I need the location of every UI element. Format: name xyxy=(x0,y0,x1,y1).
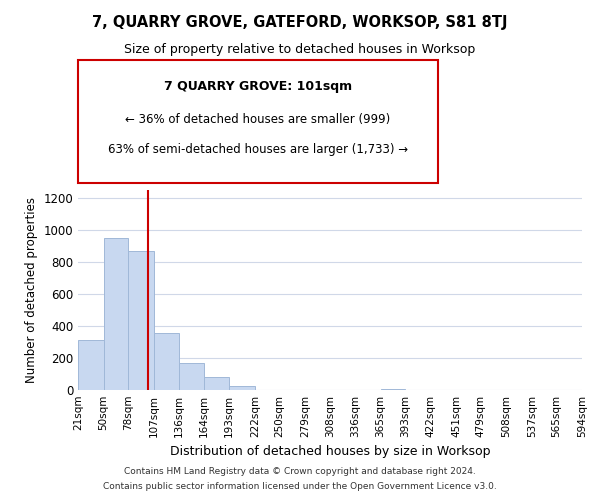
Text: 7 QUARRY GROVE: 101sqm: 7 QUARRY GROVE: 101sqm xyxy=(164,80,352,93)
Text: Contains public sector information licensed under the Open Government Licence v3: Contains public sector information licen… xyxy=(103,482,497,491)
Text: ← 36% of detached houses are smaller (999): ← 36% of detached houses are smaller (99… xyxy=(125,112,391,126)
Bar xyxy=(204,377,229,390)
Bar xyxy=(154,333,179,390)
Text: 7, QUARRY GROVE, GATEFORD, WORKSOP, S81 8TJ: 7, QUARRY GROVE, GATEFORD, WORKSOP, S81 … xyxy=(92,15,508,30)
Bar xyxy=(380,389,405,390)
Bar xyxy=(78,340,104,390)
Bar xyxy=(104,238,128,390)
Text: Size of property relative to detached houses in Worksop: Size of property relative to detached ho… xyxy=(124,42,476,56)
Bar xyxy=(128,251,154,390)
Text: Contains HM Land Registry data © Crown copyright and database right 2024.: Contains HM Land Registry data © Crown c… xyxy=(124,467,476,476)
Bar xyxy=(229,386,255,390)
X-axis label: Distribution of detached houses by size in Worksop: Distribution of detached houses by size … xyxy=(170,446,490,458)
Y-axis label: Number of detached properties: Number of detached properties xyxy=(25,197,38,383)
Text: 63% of semi-detached houses are larger (1,733) →: 63% of semi-detached houses are larger (… xyxy=(108,142,408,156)
Bar xyxy=(179,363,204,390)
